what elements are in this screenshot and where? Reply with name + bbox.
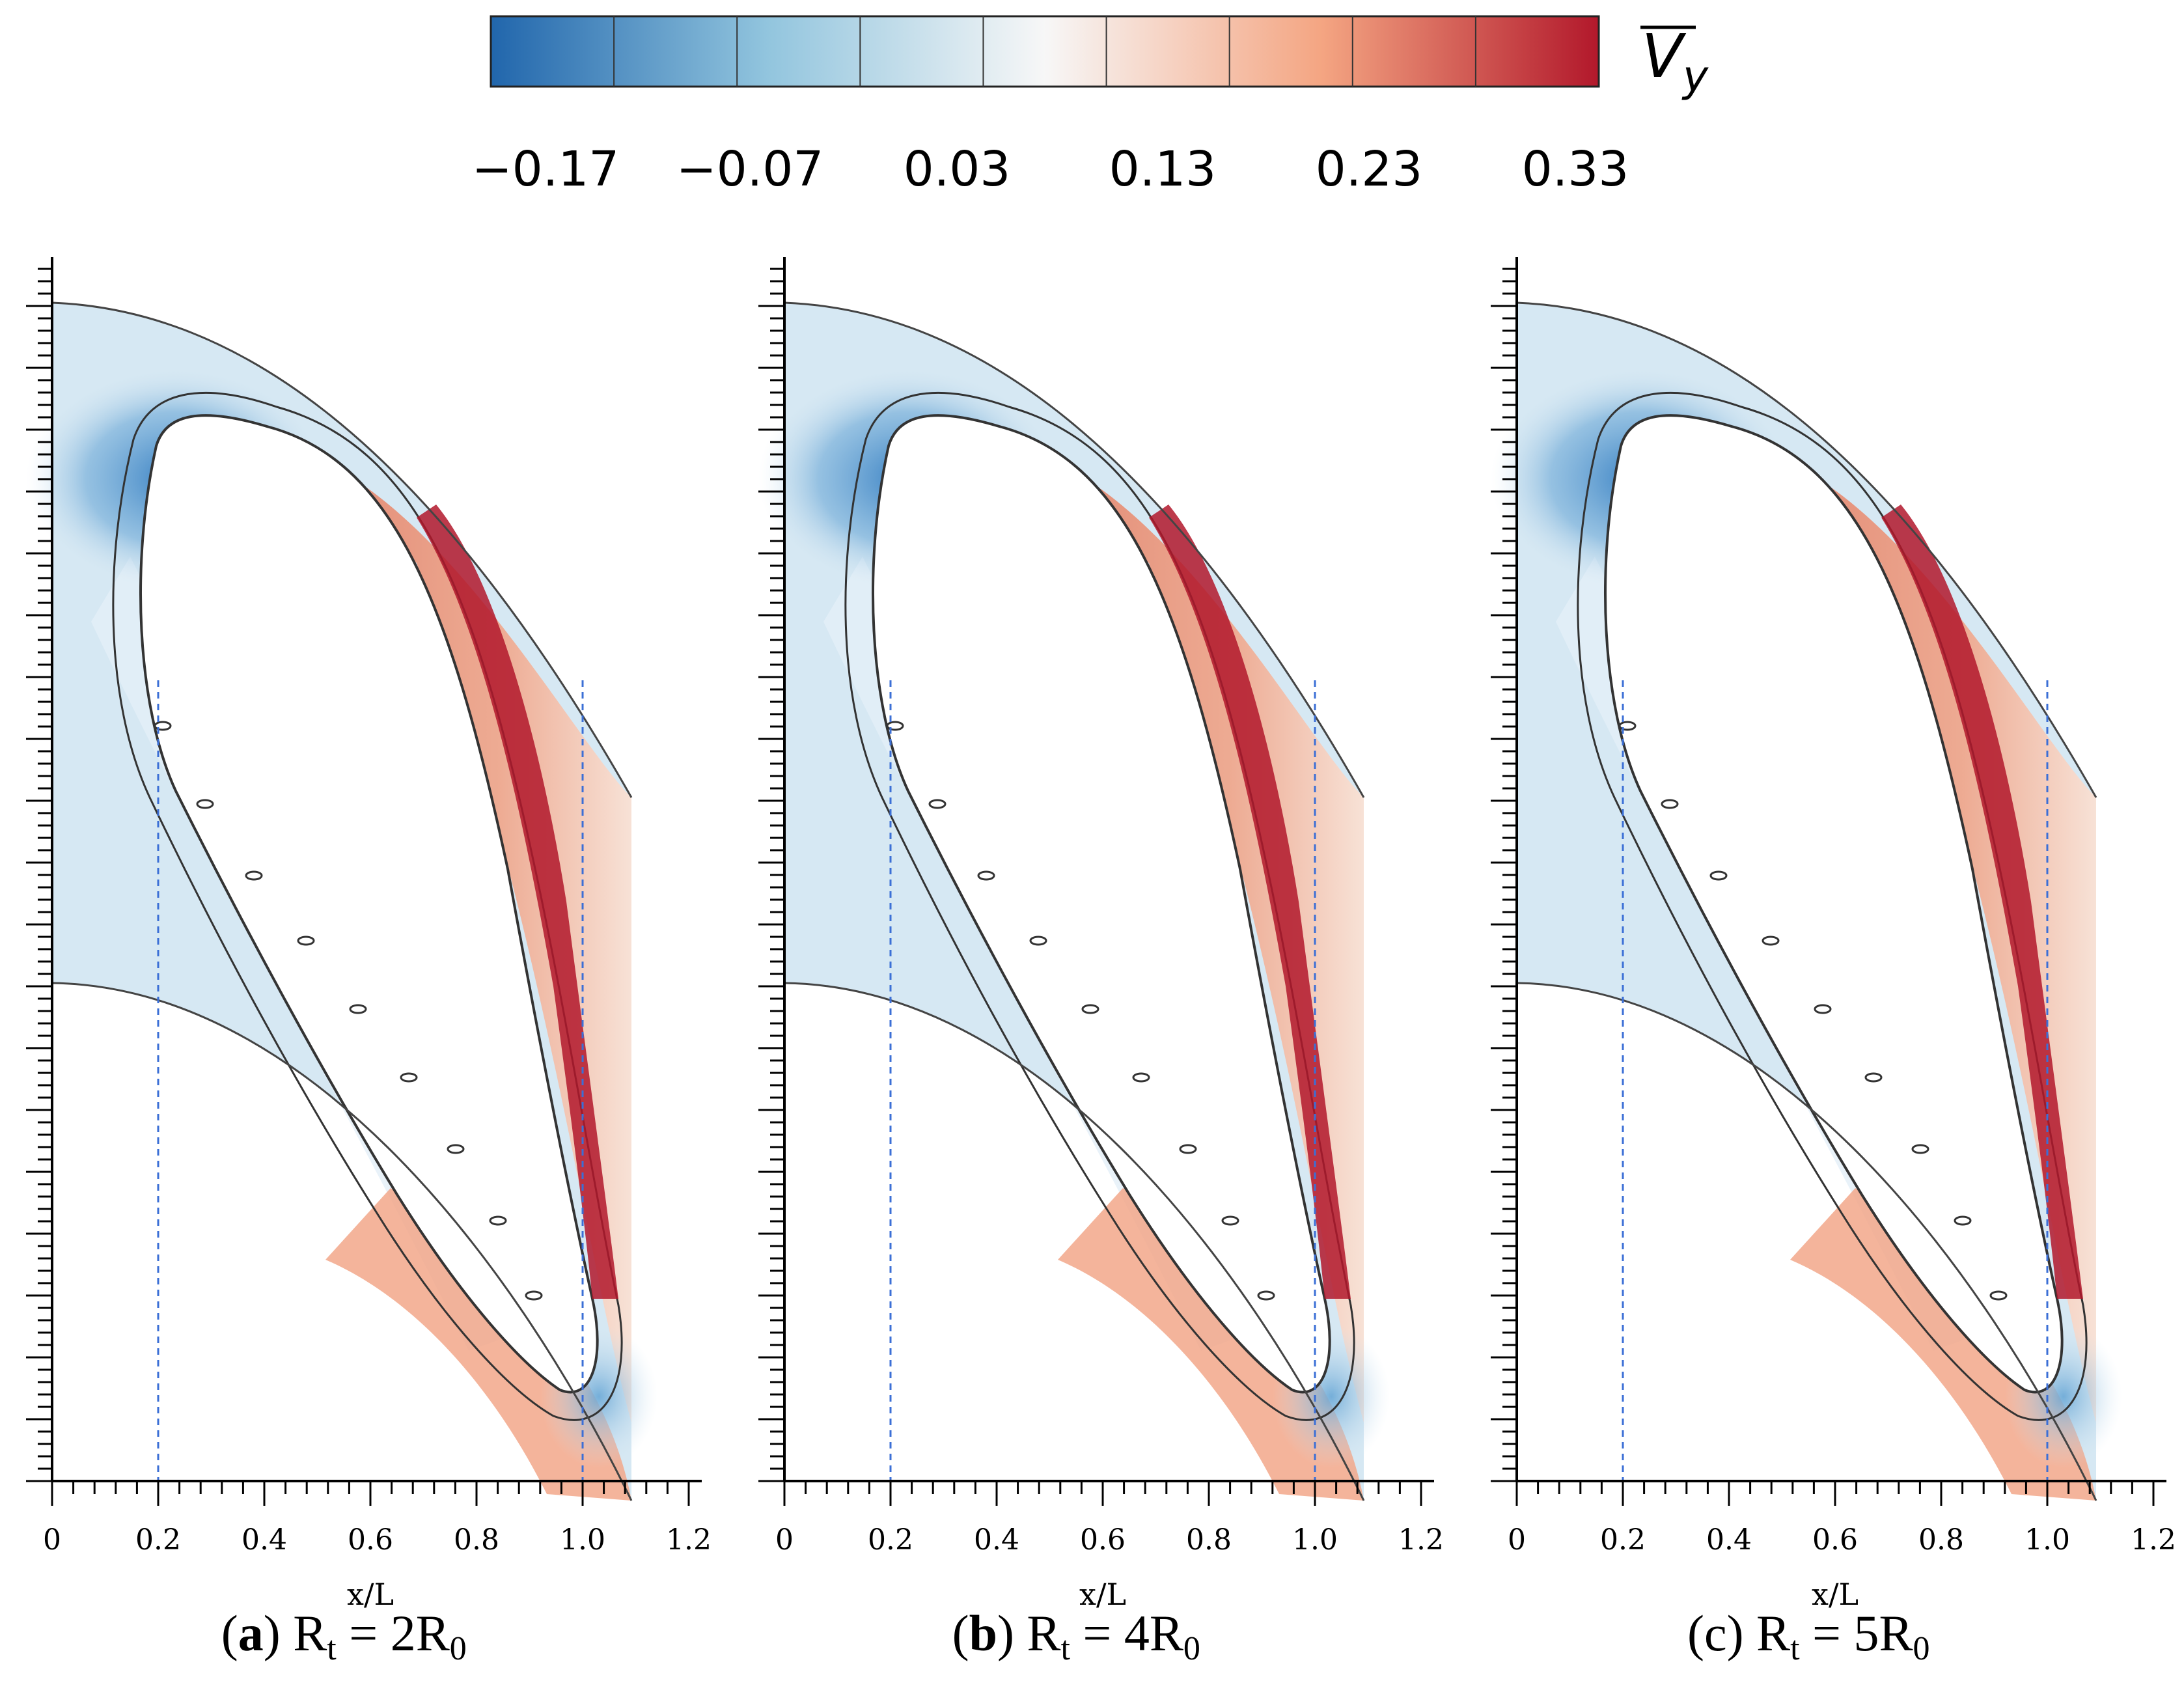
x-axis-label: x/L (1812, 1577, 1859, 1612)
x-axis-ticks (51, 1481, 690, 1506)
x-tick-label: 0 (775, 1523, 794, 1557)
colorbar-tick-label: 0.03 (904, 141, 1011, 197)
colorbar-title: Vy (1640, 21, 1709, 102)
y-axis-ticks (758, 268, 784, 1482)
panel-caption: (c) Rt = 5R0 (1687, 1605, 1930, 1667)
x-tick-label: 0.6 (1812, 1523, 1858, 1557)
panel-a: 0 0.2 0.4 0.6 0.8 1.0 1.2 x/L(a) Rt = 2R0 (25, 257, 712, 1667)
colorbar-tick-label: 0.13 (1109, 141, 1217, 197)
x-tick-label: 1.0 (1292, 1523, 1338, 1557)
contour-field (25, 301, 659, 1502)
x-tick-label: 0.4 (1706, 1523, 1752, 1557)
x-tick-label: 0.2 (1600, 1523, 1646, 1557)
x-tick-label: 0.4 (974, 1523, 1019, 1557)
x-tick-label: 0.8 (1918, 1523, 1964, 1557)
x-tick-label: 1.0 (2025, 1523, 2070, 1557)
svg-text:Vy: Vy (1642, 21, 1709, 102)
panel-caption: (a) Rt = 2R0 (221, 1605, 467, 1667)
colorbar-gradient (490, 15, 1600, 88)
y-axis-ticks (1491, 268, 1517, 1482)
colorbar-tick-label: 0.23 (1316, 141, 1423, 197)
x-tick-label: 0.2 (868, 1523, 913, 1557)
x-tick-label: 0.8 (454, 1523, 499, 1557)
colorbar-dividers (613, 16, 1476, 87)
x-axis-label: x/L (1079, 1577, 1126, 1612)
colorbar-tick-label: 0.33 (1522, 141, 1629, 197)
colorbar-tick-label: −0.07 (676, 141, 824, 197)
y-axis-ticks (26, 268, 52, 1482)
x-tick-label: 0.8 (1186, 1523, 1232, 1557)
panel-caption: (b) Rt = 4R0 (952, 1605, 1200, 1667)
x-tick-label: 0.6 (1080, 1523, 1126, 1557)
contour-field (757, 301, 1391, 1502)
x-tick-label: 0.2 (135, 1523, 181, 1557)
x-axis-ticks (1515, 1481, 2155, 1506)
panel-c: 0 0.2 0.4 0.6 0.8 1.0 1.2 x/L(c) Rt = 5R0 (1489, 257, 2176, 1667)
x-tick-label: 0 (1508, 1523, 1526, 1557)
x-tick-label: 1.2 (666, 1523, 712, 1557)
x-tick-label: 1.2 (2131, 1523, 2176, 1557)
x-axis-label: x/L (347, 1577, 394, 1612)
x-tick-label: 1.2 (1398, 1523, 1444, 1557)
x-axis-ticks (783, 1481, 1422, 1506)
x-tick-label: 0 (43, 1523, 61, 1557)
x-tick-label: 1.0 (560, 1523, 605, 1557)
colorbar-tick-labels: −0.17 −0.07 0.03 0.13 0.23 0.33 (472, 141, 1629, 197)
panel-b: 0 0.2 0.4 0.6 0.8 1.0 1.2 x/L(b) Rt = 4R0 (757, 257, 1444, 1667)
colorbar: −0.17 −0.07 0.03 0.13 0.23 0.33 Vy (472, 15, 1709, 197)
colorbar-tick-label: −0.17 (472, 141, 620, 197)
x-tick-label: 0.6 (348, 1523, 393, 1557)
contour-field (1489, 301, 2123, 1502)
x-tick-label: 0.4 (242, 1523, 287, 1557)
